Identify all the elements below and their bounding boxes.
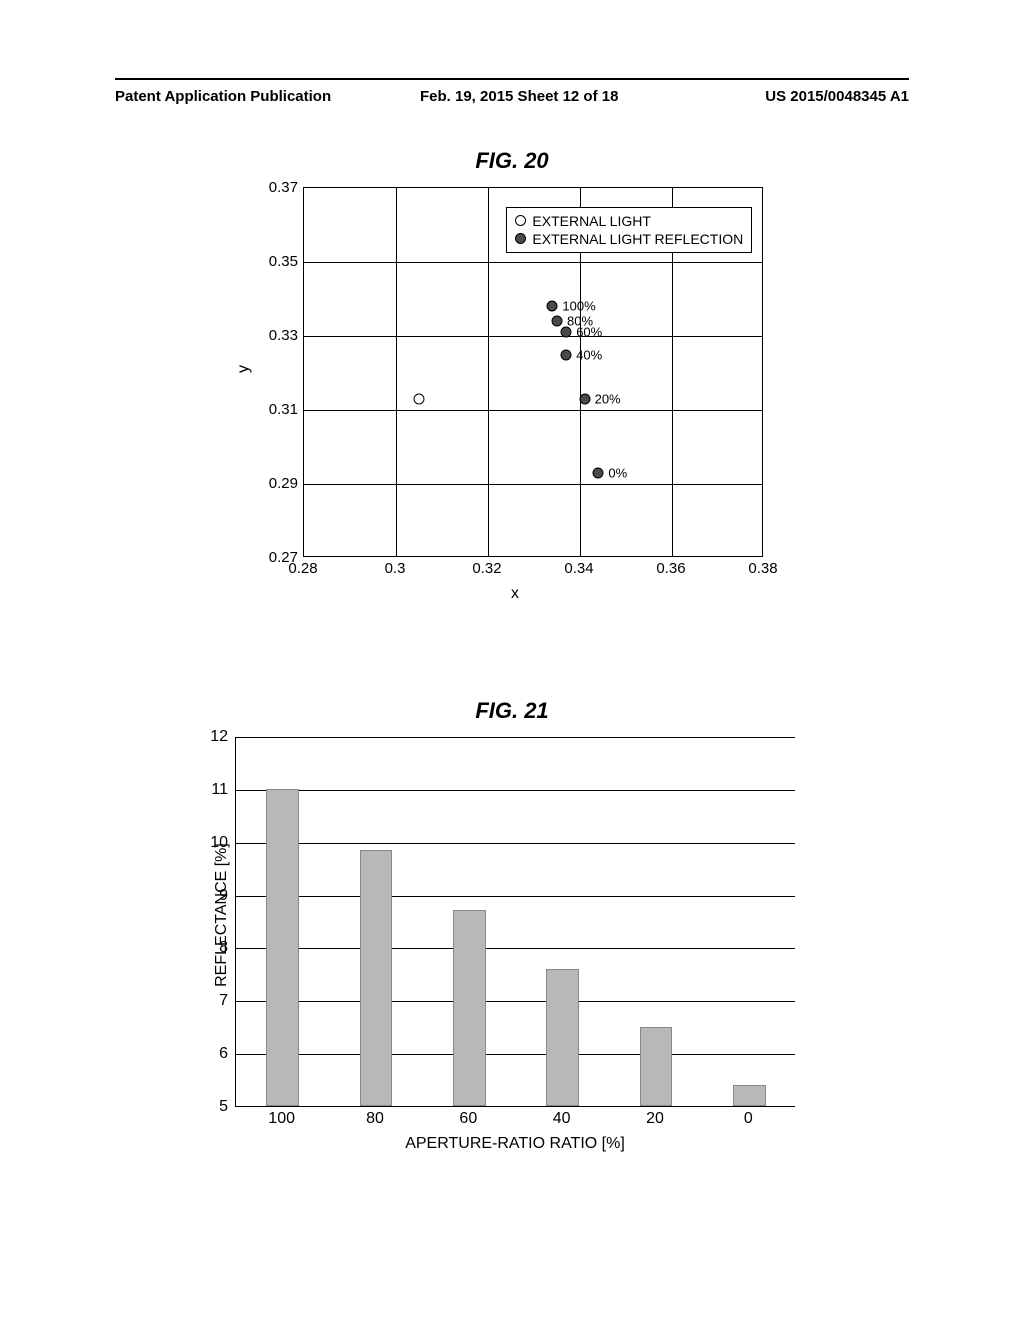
legend-row: EXTERNAL LIGHT [515, 212, 743, 230]
fig20-xtick: 0.3 [370, 560, 420, 577]
fig20-legend: EXTERNAL LIGHTEXTERNAL LIGHT REFLECTION [506, 207, 752, 253]
fig21-hgrid [236, 1054, 795, 1055]
fig20-ytick: 0.29 [250, 475, 298, 492]
fig21-ylabel: REFLECTANCE [%] [213, 843, 231, 987]
legend-label: EXTERNAL LIGHT [532, 212, 651, 230]
point-label: 60% [576, 325, 602, 340]
point-label: 40% [576, 347, 602, 362]
fig21-ytick: 11 [170, 781, 228, 799]
fig21-hgrid [236, 896, 795, 897]
fig20-ylabel: y [235, 365, 253, 373]
fig20-xlabel: x [250, 585, 780, 603]
fig20-ytick: 0.27 [250, 549, 298, 566]
fig21-hgrid [236, 843, 795, 844]
bar [266, 789, 299, 1106]
legend-label: EXTERNAL LIGHT REFLECTION [532, 230, 743, 248]
bar [546, 969, 579, 1106]
header-center: Feb. 19, 2015 Sheet 12 of 18 [420, 88, 618, 105]
header-left: Patent Application Publication [115, 88, 331, 105]
fig21-hgrid [236, 790, 795, 791]
circle-filled-icon [547, 301, 558, 312]
fig20-xtick: 0.32 [462, 560, 512, 577]
header-right: US 2015/0048345 A1 [765, 88, 909, 105]
fig21-ytick: 5 [170, 1098, 228, 1116]
data-point [552, 316, 563, 327]
data-point [561, 349, 572, 360]
circle-open-icon [515, 215, 526, 226]
fig21-xtick: 20 [625, 1110, 685, 1128]
fig20-plot-area: EXTERNAL LIGHTEXTERNAL LIGHT REFLECTION 1… [303, 187, 763, 557]
fig20-xtick: 0.36 [646, 560, 696, 577]
fig21-xtick: 0 [718, 1110, 778, 1128]
fig20-ytick: 0.35 [250, 253, 298, 270]
fig21-ytick: 12 [170, 728, 228, 746]
data-point [593, 467, 604, 478]
circle-open-icon [414, 393, 425, 404]
circle-filled-icon [561, 349, 572, 360]
data-point [547, 301, 558, 312]
fig20-vgrid [396, 188, 397, 556]
point-label: 0% [608, 465, 627, 480]
bar [453, 910, 486, 1106]
fig21-ytick: 6 [170, 1045, 228, 1063]
fig21-xtick: 40 [532, 1110, 592, 1128]
fig20-xtick: 0.34 [554, 560, 604, 577]
circle-filled-icon [515, 233, 526, 244]
fig20-title: FIG. 20 [0, 148, 1024, 174]
fig21-ytick: 7 [170, 992, 228, 1010]
fig21-xtick: 100 [252, 1110, 312, 1128]
fig20-ytick: 0.31 [250, 401, 298, 418]
fig21-plot-area [235, 737, 795, 1107]
data-point [414, 393, 425, 404]
data-point [579, 393, 590, 404]
fig20-hgrid [304, 262, 762, 263]
bar [733, 1085, 766, 1106]
fig21-xtick: 80 [345, 1110, 405, 1128]
circle-filled-icon [593, 467, 604, 478]
fig20-hgrid [304, 410, 762, 411]
fig21-ytick: 10 [170, 834, 228, 852]
fig20-xtick: 0.38 [738, 560, 788, 577]
fig20-vgrid [488, 188, 489, 556]
fig21-ytick: 8 [170, 939, 228, 957]
fig21-hgrid [236, 737, 795, 738]
fig20-hgrid [304, 484, 762, 485]
fig21-title: FIG. 21 [0, 698, 1024, 724]
circle-filled-icon [561, 327, 572, 338]
point-label: 100% [562, 299, 595, 314]
circle-filled-icon [552, 316, 563, 327]
point-label: 20% [595, 391, 621, 406]
fig21-xtick: 60 [438, 1110, 498, 1128]
fig20-ytick: 0.33 [250, 327, 298, 344]
fig21-hgrid [236, 1001, 795, 1002]
fig20-hgrid [304, 336, 762, 337]
fig21-hgrid [236, 948, 795, 949]
data-point [561, 327, 572, 338]
bar [640, 1027, 673, 1106]
fig21-ytick: 9 [170, 887, 228, 905]
fig20-ytick: 0.37 [250, 179, 298, 196]
circle-filled-icon [579, 393, 590, 404]
legend-row: EXTERNAL LIGHT REFLECTION [515, 230, 743, 248]
bar [360, 850, 393, 1106]
header-divider [115, 78, 909, 80]
fig21-xlabel: APERTURE-RATIO RATIO [%] [235, 1135, 795, 1153]
